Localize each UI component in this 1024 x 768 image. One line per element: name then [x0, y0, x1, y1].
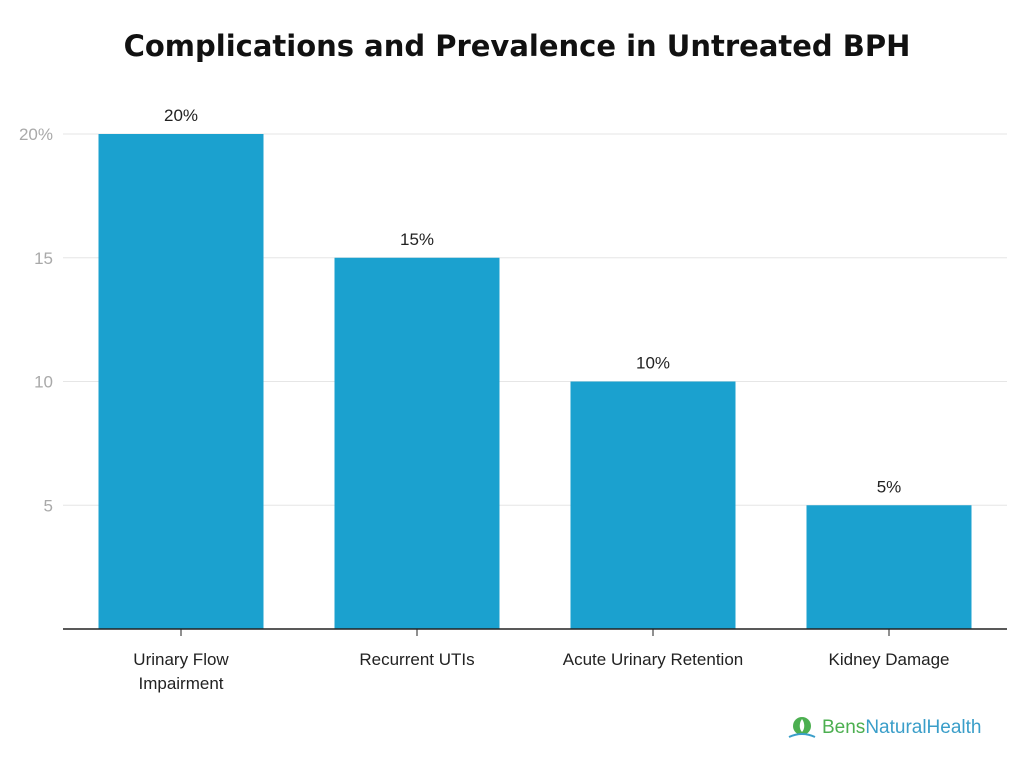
x-axis-category-labels: Urinary Flow Impairment Recurrent UTIs Acut…: [133, 650, 949, 693]
brand-name-part1: Bens: [822, 717, 865, 738]
y-axis-tick-labels: 20% 15 10 5: [19, 125, 53, 515]
x-category-label: Kidney Damage: [829, 650, 950, 669]
bar-value-label: 10%: [636, 354, 670, 373]
x-axis-ticks: [180, 629, 890, 636]
y-tick-label: 5: [44, 496, 53, 515]
brand-logo: BensNaturalHealth: [788, 717, 981, 738]
x-category-label: Acute Urinary Retention: [563, 650, 743, 669]
bar: [570, 381, 736, 629]
brand-name-part2: NaturalHealth: [865, 717, 981, 738]
bar-value-label: 20%: [164, 106, 198, 125]
x-category-label: Recurrent UTIs: [359, 650, 474, 669]
bar-value-label: 15%: [400, 230, 434, 249]
leaf-drop-icon: [788, 717, 816, 738]
x-category-label: Impairment: [138, 674, 223, 693]
bar-value-labels: 20% 15% 10% 5%: [164, 106, 901, 496]
chart-title: Complications and Prevalence in Untreate…: [124, 29, 911, 63]
brand-name: BensNaturalHealth: [822, 717, 981, 738]
bar-value-label: 5%: [877, 477, 902, 496]
bar: [334, 257, 500, 629]
bars: [98, 134, 972, 629]
y-tick-label: 10: [34, 373, 53, 392]
y-tick-label: 20%: [19, 125, 53, 144]
y-tick-label: 15: [34, 249, 53, 268]
x-category-label: Urinary Flow: [133, 650, 229, 669]
bar: [806, 505, 972, 629]
bar: [98, 134, 264, 629]
